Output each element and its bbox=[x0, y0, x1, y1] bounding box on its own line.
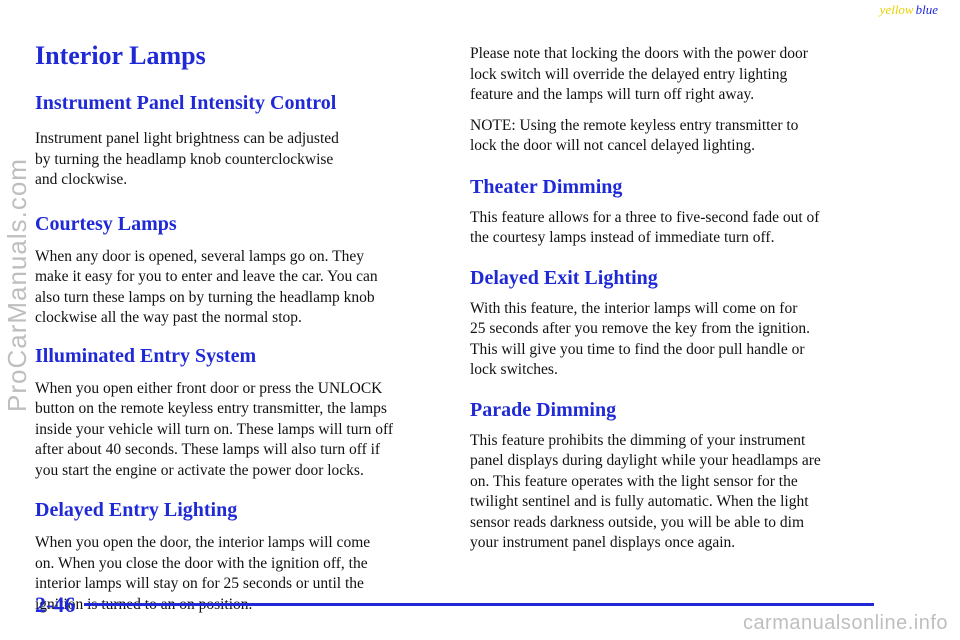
section-illuminated-entry: Illuminated Entry System When you open e… bbox=[35, 343, 435, 482]
right-column: Please note that locking the doors with … bbox=[470, 44, 882, 554]
section-courtesy-lamps: Courtesy Lamps When any door is opened, … bbox=[35, 211, 435, 329]
section-heading: Instrument Panel Intensity Control bbox=[35, 92, 337, 114]
page-number: 2-46 bbox=[35, 592, 76, 617]
section-text: When you open the door, the interior lam… bbox=[35, 534, 371, 613]
section-heading: Courtesy Lamps bbox=[35, 212, 177, 235]
left-column: Interior Lamps Instrument Panel Intensit… bbox=[35, 40, 435, 615]
section-delayed-exit: Delayed Exit Lighting With this feature,… bbox=[470, 265, 882, 381]
corner-tag-blue: blue bbox=[915, 2, 938, 17]
section-heading: Theater Dimming bbox=[470, 175, 623, 198]
watermark-left: ProCarManuals.com bbox=[2, 158, 32, 412]
section-text: With this feature, the interior lamps wi… bbox=[470, 299, 811, 379]
footer-rule bbox=[84, 603, 874, 606]
section-delayed-entry: Delayed Entry Lighting When you open the… bbox=[35, 497, 435, 615]
section-heading: Delayed Exit Lighting bbox=[470, 266, 658, 289]
watermark-bottom: carmanualsonline.info bbox=[742, 612, 948, 634]
intro-paragraph: Please note that locking the doors with … bbox=[470, 45, 808, 103]
section-text: When you open either front door or press… bbox=[35, 379, 394, 479]
section-text: Instrument panel light brightness can be… bbox=[35, 130, 339, 188]
corner-tag-yellow: yellow bbox=[879, 2, 914, 17]
section-heading: Parade Dimming bbox=[470, 398, 617, 421]
section-text: This feature prohibits the dimming of yo… bbox=[470, 431, 821, 552]
section-parade-dimming: Parade Dimming This feature prohibits th… bbox=[470, 397, 882, 554]
section-text: When any door is opened, several lamps g… bbox=[35, 247, 378, 327]
section-heading: Delayed Entry Lighting bbox=[35, 499, 238, 521]
page-title: Interior Lamps bbox=[35, 41, 206, 70]
section-theater-dimming: Theater Dimming This feature allows for … bbox=[470, 174, 882, 249]
section-heading: Illuminated Entry System bbox=[35, 344, 257, 367]
note-paragraph: NOTE: Using the remote keyless entry tra… bbox=[470, 116, 799, 155]
section-text: This feature allows for a three to five‑… bbox=[470, 208, 820, 247]
section-instrument-panel: Instrument Panel Intensity Control Instr… bbox=[35, 90, 435, 191]
corner-tag: yellow blue bbox=[880, 2, 938, 18]
